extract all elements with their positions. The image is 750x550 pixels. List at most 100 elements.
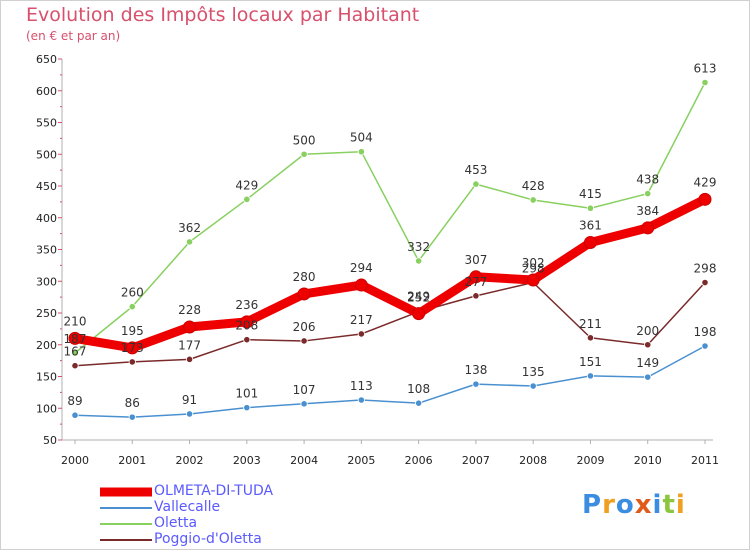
data-point [128,358,136,366]
data-point [240,315,254,329]
data-point [183,320,197,334]
data-point [71,349,79,357]
data-label: 438 [636,173,659,187]
data-label: 504 [350,131,373,145]
legend-label: OLMETA-DI-TUDA [154,483,274,499]
data-label: 294 [350,261,373,275]
data-point [472,292,480,300]
y-tick-label: 400 [36,212,57,225]
data-label: 167 [64,345,87,359]
data-point [357,396,365,404]
data-point [300,400,308,408]
y-tick-label: 250 [36,307,57,320]
data-label: 236 [235,298,258,312]
data-label: 149 [636,356,659,370]
data-point [185,355,194,363]
x-tick-label: 2005 [347,454,375,467]
x-tick-label: 2011 [691,454,719,467]
data-label: 177 [178,338,201,352]
y-tick-label: 100 [36,402,57,415]
data-label: 187 [64,332,87,346]
data-label: 113 [350,379,373,393]
data-point [415,257,423,265]
data-point [297,287,311,301]
data-point [128,413,136,421]
legend-label: Vallecalle [154,499,221,515]
data-point [701,278,709,287]
data-point [644,190,652,198]
y-tick-label: 350 [36,244,57,257]
chart-subtitle: (en € et par an) [26,29,121,43]
data-label: 211 [579,317,602,331]
data-label: 89 [67,394,82,408]
legend-swatch [100,523,152,525]
y-tick-label: 650 [36,53,57,66]
data-point [472,180,480,188]
data-point [357,148,365,156]
data-label: 138 [464,363,487,377]
data-point [357,330,365,338]
x-tick-label: 2004 [290,454,318,467]
legend-label: Oletta [154,515,198,531]
data-label: 151 [579,355,602,369]
data-point [300,337,308,345]
data-point [71,411,79,419]
data-label: 260 [121,286,144,300]
data-point [701,78,709,87]
data-label: 252 [407,291,430,305]
series-line-poggio-d-oletta [74,281,706,367]
x-tick-label: 2001 [118,454,146,467]
y-tick-label: 550 [36,117,57,130]
data-point [472,380,480,388]
legend-swatch [100,539,152,541]
data-label: 384 [636,204,659,218]
data-label: 277 [464,275,487,289]
data-label: 206 [293,320,316,334]
legend-swatch [100,507,152,509]
data-label: 91 [182,393,197,407]
data-point [586,204,595,212]
data-point [529,382,537,390]
x-tick-label: 2010 [634,454,662,467]
data-label: 332 [407,240,430,254]
data-point [583,236,597,250]
data-point [185,238,194,246]
data-point [641,221,655,235]
x-tick-label: 2003 [233,454,261,467]
data-label: 415 [579,187,602,201]
x-tick-label: 2006 [405,454,433,467]
x-tick-label: 2007 [462,454,490,467]
data-label: 298 [522,262,545,276]
legend-swatch [100,487,152,497]
data-label: 195 [121,324,144,338]
data-point [243,336,251,344]
data-point [526,273,540,287]
data-label: 453 [464,163,487,177]
data-point [644,373,652,381]
proxiti-logo: Proxiti [582,490,686,520]
data-label: 200 [636,324,659,338]
data-point [701,342,709,350]
y-tick-label: 600 [36,85,57,98]
data-label: 429 [694,175,717,189]
data-label: 362 [178,221,201,235]
data-label: 107 [293,383,316,397]
data-label: 208 [235,319,258,333]
data-label: 86 [125,396,140,410]
data-label: 429 [235,178,258,192]
data-label: 307 [464,253,487,267]
data-label: 210 [64,314,87,328]
y-tick-label: 450 [36,180,57,193]
data-point [243,195,251,203]
data-point [300,150,308,158]
data-point [644,341,652,349]
data-label: 249 [407,290,430,304]
data-label: 217 [350,313,373,327]
data-label: 298 [694,262,717,276]
data-label: 361 [579,219,602,233]
data-point [698,192,712,206]
data-point [586,372,595,380]
data-point [68,331,82,345]
x-tick-label: 2008 [519,454,547,467]
y-tick-label: 500 [36,148,57,161]
